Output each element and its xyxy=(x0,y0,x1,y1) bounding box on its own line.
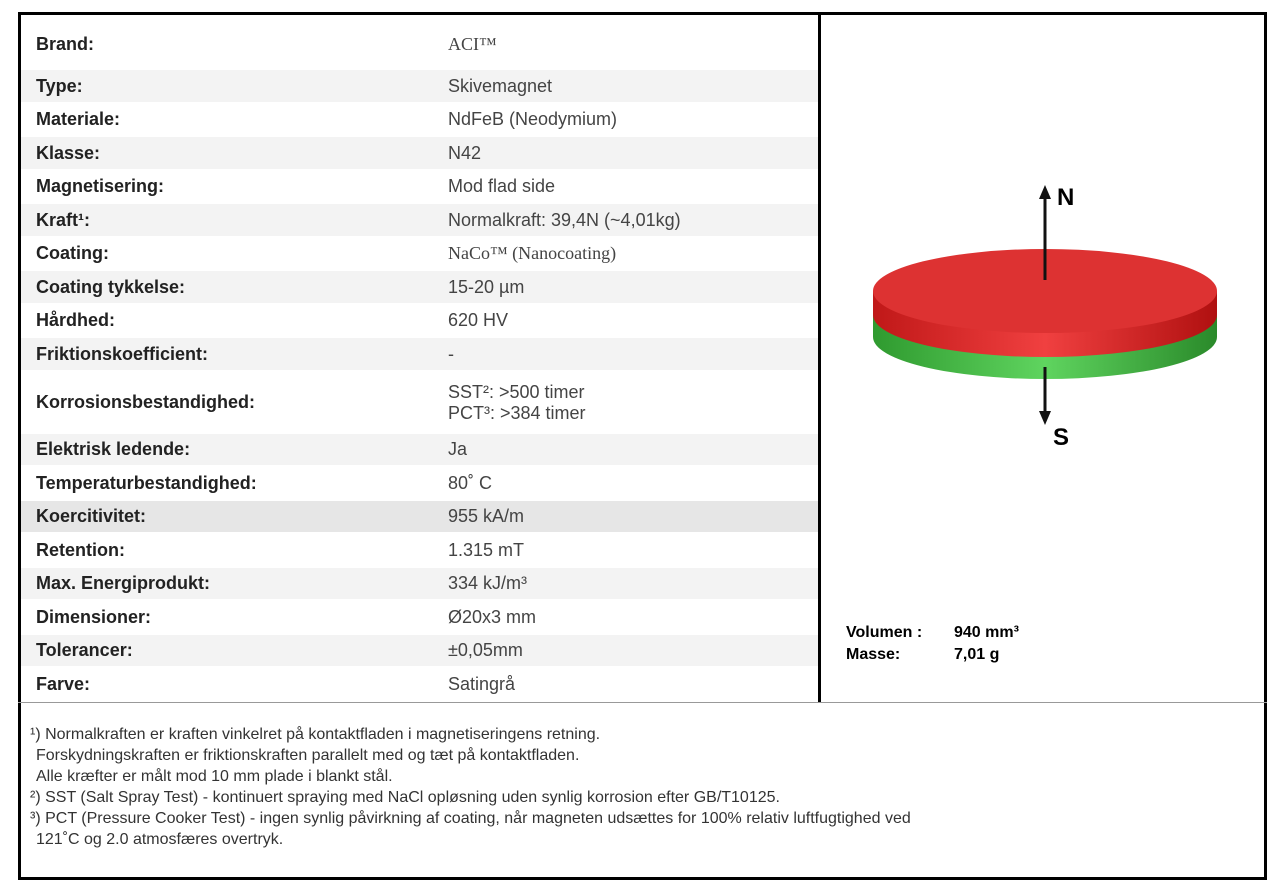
table-row: Type: Skivemagnet xyxy=(21,70,818,104)
row-label: Dimensioner: xyxy=(36,606,152,627)
row-value: 955 kA/m xyxy=(448,506,525,527)
separator xyxy=(18,702,1267,703)
magnet xyxy=(873,249,1217,379)
divider xyxy=(818,12,821,703)
table-row: Farve: Satingrå xyxy=(21,668,818,702)
frame xyxy=(18,12,1267,880)
row-label: Temperaturbestandighed: xyxy=(36,472,257,493)
row-value: 80˚ C xyxy=(448,472,493,493)
footnote-line: ¹) Normalkraften er kraften vinkelret på… xyxy=(30,726,601,743)
table-row: Retention: 1.315 mT xyxy=(21,534,818,568)
row-value: Ja xyxy=(448,439,468,460)
row-label: Brand: xyxy=(36,34,94,54)
row-label: Max. Energiprodukt: xyxy=(36,573,211,594)
row-label: Friktionskoefficient: xyxy=(36,343,209,364)
table-row: Koercitivitet: 955 kA/m xyxy=(21,500,818,534)
volume-label: Volumen : xyxy=(846,624,923,641)
table-row: Coating tykkelse: 15-20 µm xyxy=(21,271,818,305)
table-row: Klasse: N42 xyxy=(21,137,818,171)
north-label: N xyxy=(1057,184,1074,211)
table-row: Tolerancer: ±0,05mm xyxy=(21,634,818,668)
magnet-image: N S xyxy=(873,184,1217,451)
row-label: Klasse: xyxy=(36,142,101,163)
table-row: Brand: ACI™ xyxy=(21,20,818,70)
volume: 940 mm³ xyxy=(954,624,1019,641)
table-row: Kraft¹: Normalkraft: 39,4N (~4,01kg) xyxy=(21,204,818,238)
row-label: Farve: xyxy=(36,673,91,694)
table-row: Materiale: NdFeB (Neodymium) xyxy=(21,104,818,137)
row-value: 15-20 µm xyxy=(448,276,525,297)
row-value: Skivemagnet xyxy=(448,75,553,96)
row-label: Coating: xyxy=(36,243,109,264)
footnote-line: ²) SST (Salt Spray Test) - kontinuert sp… xyxy=(30,789,780,806)
footnote-line: 121˚C og 2.0 atmosfæres overtryk. xyxy=(36,831,284,848)
mass-label: Masse: xyxy=(846,646,901,663)
row-value: 1.315 mT xyxy=(448,539,525,560)
row-label: Elektrisk ledende: xyxy=(36,439,191,460)
table-row: Coating: NaCo™ (Nanocoating) xyxy=(21,238,818,271)
footnote-line: ³) PCT (Pressure Cooker Test) - ingen sy… xyxy=(30,810,911,827)
row-label: Koercitivitet: xyxy=(36,506,147,527)
row-value: Normalkraft: 39,4N (~4,01kg) xyxy=(448,209,681,230)
row-value: ±0,05mm xyxy=(448,640,523,661)
table-row: Friktionskoefficient: - xyxy=(21,338,818,372)
table-row: Elektrisk ledende: Ja xyxy=(21,433,818,467)
footnote-line: Forskydningskraften er friktionskraften … xyxy=(36,747,580,764)
row-value: N42 xyxy=(448,142,482,163)
south-label: S xyxy=(1053,424,1069,451)
table-row: Dimensioner: Ø20x3 mm xyxy=(21,601,818,635)
row-value: - xyxy=(448,343,454,364)
row-value: NdFeB (Neodymium) xyxy=(448,109,618,130)
row-value: ACI™ xyxy=(448,34,497,54)
row-label: Materiale: xyxy=(36,109,121,130)
table-row: Max. Energiprodukt: 334 kJ/m³ xyxy=(21,567,818,601)
row-label: Tolerancer: xyxy=(36,640,133,661)
row-label: Retention: xyxy=(36,539,125,560)
row-label: Type: xyxy=(36,75,83,96)
row-value: PCT³: >384 timer xyxy=(448,402,586,423)
row-value: Satingrå xyxy=(448,673,516,694)
row-label: Hårdhed: xyxy=(36,310,116,331)
row-label: Kraft¹: xyxy=(36,209,90,230)
row-value: Ø20x3 mm xyxy=(448,606,537,627)
table-row: Temperaturbestandighed: 80˚ C xyxy=(21,467,818,501)
table-row: Hårdhed: 620 HV xyxy=(21,305,818,338)
row-value: 620 HV xyxy=(448,310,509,331)
mass: 7,01 g xyxy=(954,646,1000,663)
row-value: 334 kJ/m³ xyxy=(448,573,528,594)
footnote-line: Alle kræfter er målt mod 10 mm plade i b… xyxy=(36,768,393,785)
row-label: Coating tykkelse: xyxy=(36,276,186,297)
row-value: SST²: >500 timer xyxy=(448,381,585,402)
row-label: Magnetisering: xyxy=(36,176,165,197)
row-label: Korrosionsbestandighed: xyxy=(36,391,256,412)
table-row: Magnetisering: Mod flad side xyxy=(21,171,818,204)
row-value: Mod flad side xyxy=(448,176,556,197)
row-value: NaCo™ (Nanocoating) xyxy=(448,243,617,264)
table-row: Korrosionsbestandighed: SST²: >500 timer P… xyxy=(21,372,818,434)
